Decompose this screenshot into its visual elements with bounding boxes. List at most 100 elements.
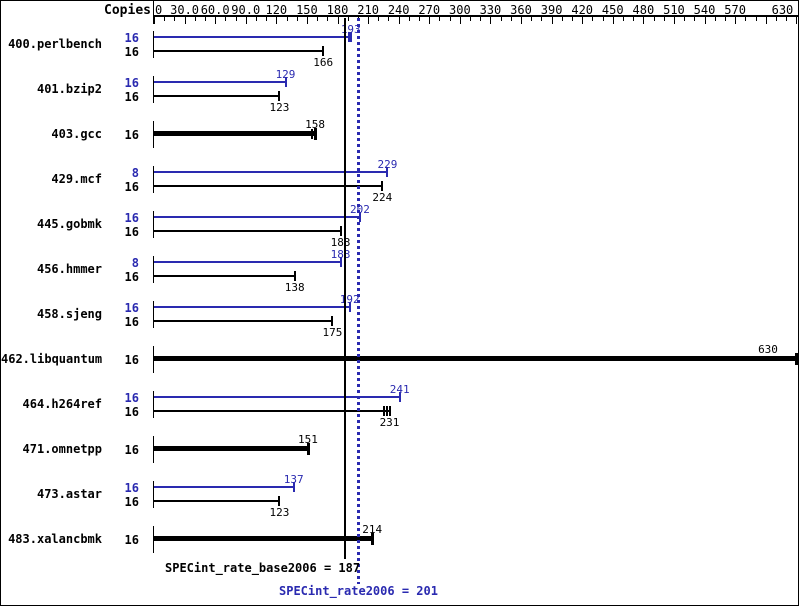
axis-minor-tick	[450, 17, 451, 21]
axis-tick-label: 480	[632, 3, 655, 17]
axis-minor-tick	[664, 17, 665, 21]
benchmark-start-tick	[153, 346, 154, 373]
base-value-label: 123	[269, 506, 290, 519]
axis-minor-tick	[378, 17, 379, 21]
benchmark-name: 464.h264ref	[22, 397, 102, 411]
axis-tick-label: 360	[510, 3, 532, 17]
base-copies-value: 16	[124, 180, 139, 194]
peak-bar	[154, 261, 341, 263]
value-label: 151	[298, 433, 318, 446]
benchmark-name: 400.perlbench	[8, 37, 102, 51]
bar-end-cap	[795, 353, 798, 365]
benchmark-name: 458.sjeng	[36, 307, 102, 321]
peak-copies-value: 8	[131, 256, 139, 270]
benchmark-name: 456.hmmer	[36, 262, 102, 276]
axis-minor-tick	[236, 17, 237, 21]
peak-bar	[154, 36, 351, 38]
axis-minor-tick	[317, 17, 318, 21]
axis-tick-label: 510	[663, 3, 685, 17]
axis-major-tick	[429, 17, 430, 24]
peak-copies-value: 16	[124, 391, 139, 405]
peak-summary-label: SPECint_rate2006 = 201	[279, 584, 438, 598]
axis-major-tick	[276, 17, 277, 24]
benchmark-row: 458.sjeng 16 192 16 175	[1, 292, 798, 339]
peak-copies-value: 16	[124, 301, 139, 315]
base-bar	[154, 50, 324, 52]
peak-value-label: 193	[340, 23, 361, 36]
base-copies-value: 16	[124, 225, 139, 239]
copies-value: 16	[124, 353, 139, 367]
axis-minor-tick	[470, 17, 471, 21]
combined-bar	[154, 536, 373, 541]
axis-tick-label: 120	[265, 3, 288, 17]
benchmark-start-tick	[153, 391, 154, 418]
copies-value: 16	[124, 443, 139, 457]
peak-bar-end-cap	[349, 32, 352, 42]
base-bar-end-cap	[278, 496, 281, 506]
base-bar-end-cap	[339, 226, 342, 236]
peak-bar	[154, 216, 360, 218]
axis-major-tick	[582, 17, 583, 24]
axis-tick-label: 420	[571, 3, 594, 17]
benchmark-row: 401.bzip2 16 129 16 123	[1, 67, 798, 114]
base-bar	[154, 230, 341, 232]
axis-minor-tick	[297, 17, 298, 21]
axis-minor-tick	[501, 17, 502, 21]
peak-bar	[154, 306, 350, 308]
axis-minor-tick	[654, 17, 655, 21]
axis-minor-tick	[562, 17, 563, 21]
base-bar-end-cap	[388, 406, 391, 416]
combined-bar	[154, 131, 316, 136]
axis-minor-tick	[439, 17, 440, 21]
axis-minor-tick	[225, 17, 226, 21]
axis-minor-tick	[348, 17, 349, 21]
peak-bar-end-cap	[386, 167, 389, 177]
base-bar	[154, 95, 280, 97]
benchmark-row: 464.h264ref 16 241 16 231	[1, 382, 798, 429]
axis-major-tick	[521, 17, 522, 24]
base-copies-value: 16	[124, 405, 139, 419]
benchmark-start-tick	[153, 166, 154, 193]
value-label: 630	[758, 343, 778, 356]
axis-minor-tick	[684, 17, 685, 21]
base-bar-end-cap	[322, 46, 325, 56]
bar-end-cap	[306, 443, 310, 455]
base-bar	[154, 320, 333, 322]
base-value-label: 166	[313, 56, 334, 69]
peak-bar-end-cap	[339, 257, 342, 267]
bar-end-cap	[314, 128, 318, 140]
axis-tick-label: 570	[724, 3, 746, 17]
axis-tick-label: 330	[479, 3, 502, 17]
peak-value-label: 229	[377, 158, 398, 171]
value-label: 158	[305, 118, 326, 131]
axis-minor-tick	[266, 17, 267, 21]
peak-bar	[154, 81, 286, 83]
benchmark-row: 445.gobmk1620216183	[1, 202, 798, 249]
benchmark-name: 462.libquantum	[1, 352, 103, 366]
combined-bar	[154, 446, 308, 451]
benchmark-start-tick	[153, 211, 154, 238]
benchmark-start-tick	[153, 481, 154, 508]
base-value-label: 224	[372, 191, 393, 204]
base-bar-end-cap	[293, 271, 296, 281]
axis-minor-tick	[756, 17, 757, 21]
axis-minor-tick	[409, 17, 410, 21]
axis-minor-tick	[694, 17, 695, 21]
benchmark-start-tick	[153, 436, 154, 463]
benchmark-row: 400.perlbench 16 193 16 166	[1, 22, 798, 69]
axis-tick-label: 150	[296, 3, 318, 17]
peak-bar-end-cap	[348, 302, 351, 312]
axis-minor-tick	[164, 17, 165, 21]
benchmark-row: 429.mcf 8 229 16 224	[1, 157, 798, 204]
base-value-label: 123	[269, 101, 290, 114]
axis-major-tick	[613, 17, 614, 24]
axis-major-tick	[705, 17, 706, 24]
axis-minor-tick	[205, 17, 206, 21]
benchmark-row: 483.xalancbmk 16 214	[1, 517, 798, 562]
axis-tick-label: 180	[326, 3, 349, 17]
axis-major-tick	[307, 17, 308, 24]
axis-major-tick	[185, 17, 186, 24]
axis-minor-tick	[776, 17, 777, 21]
axis-minor-tick	[195, 17, 196, 21]
